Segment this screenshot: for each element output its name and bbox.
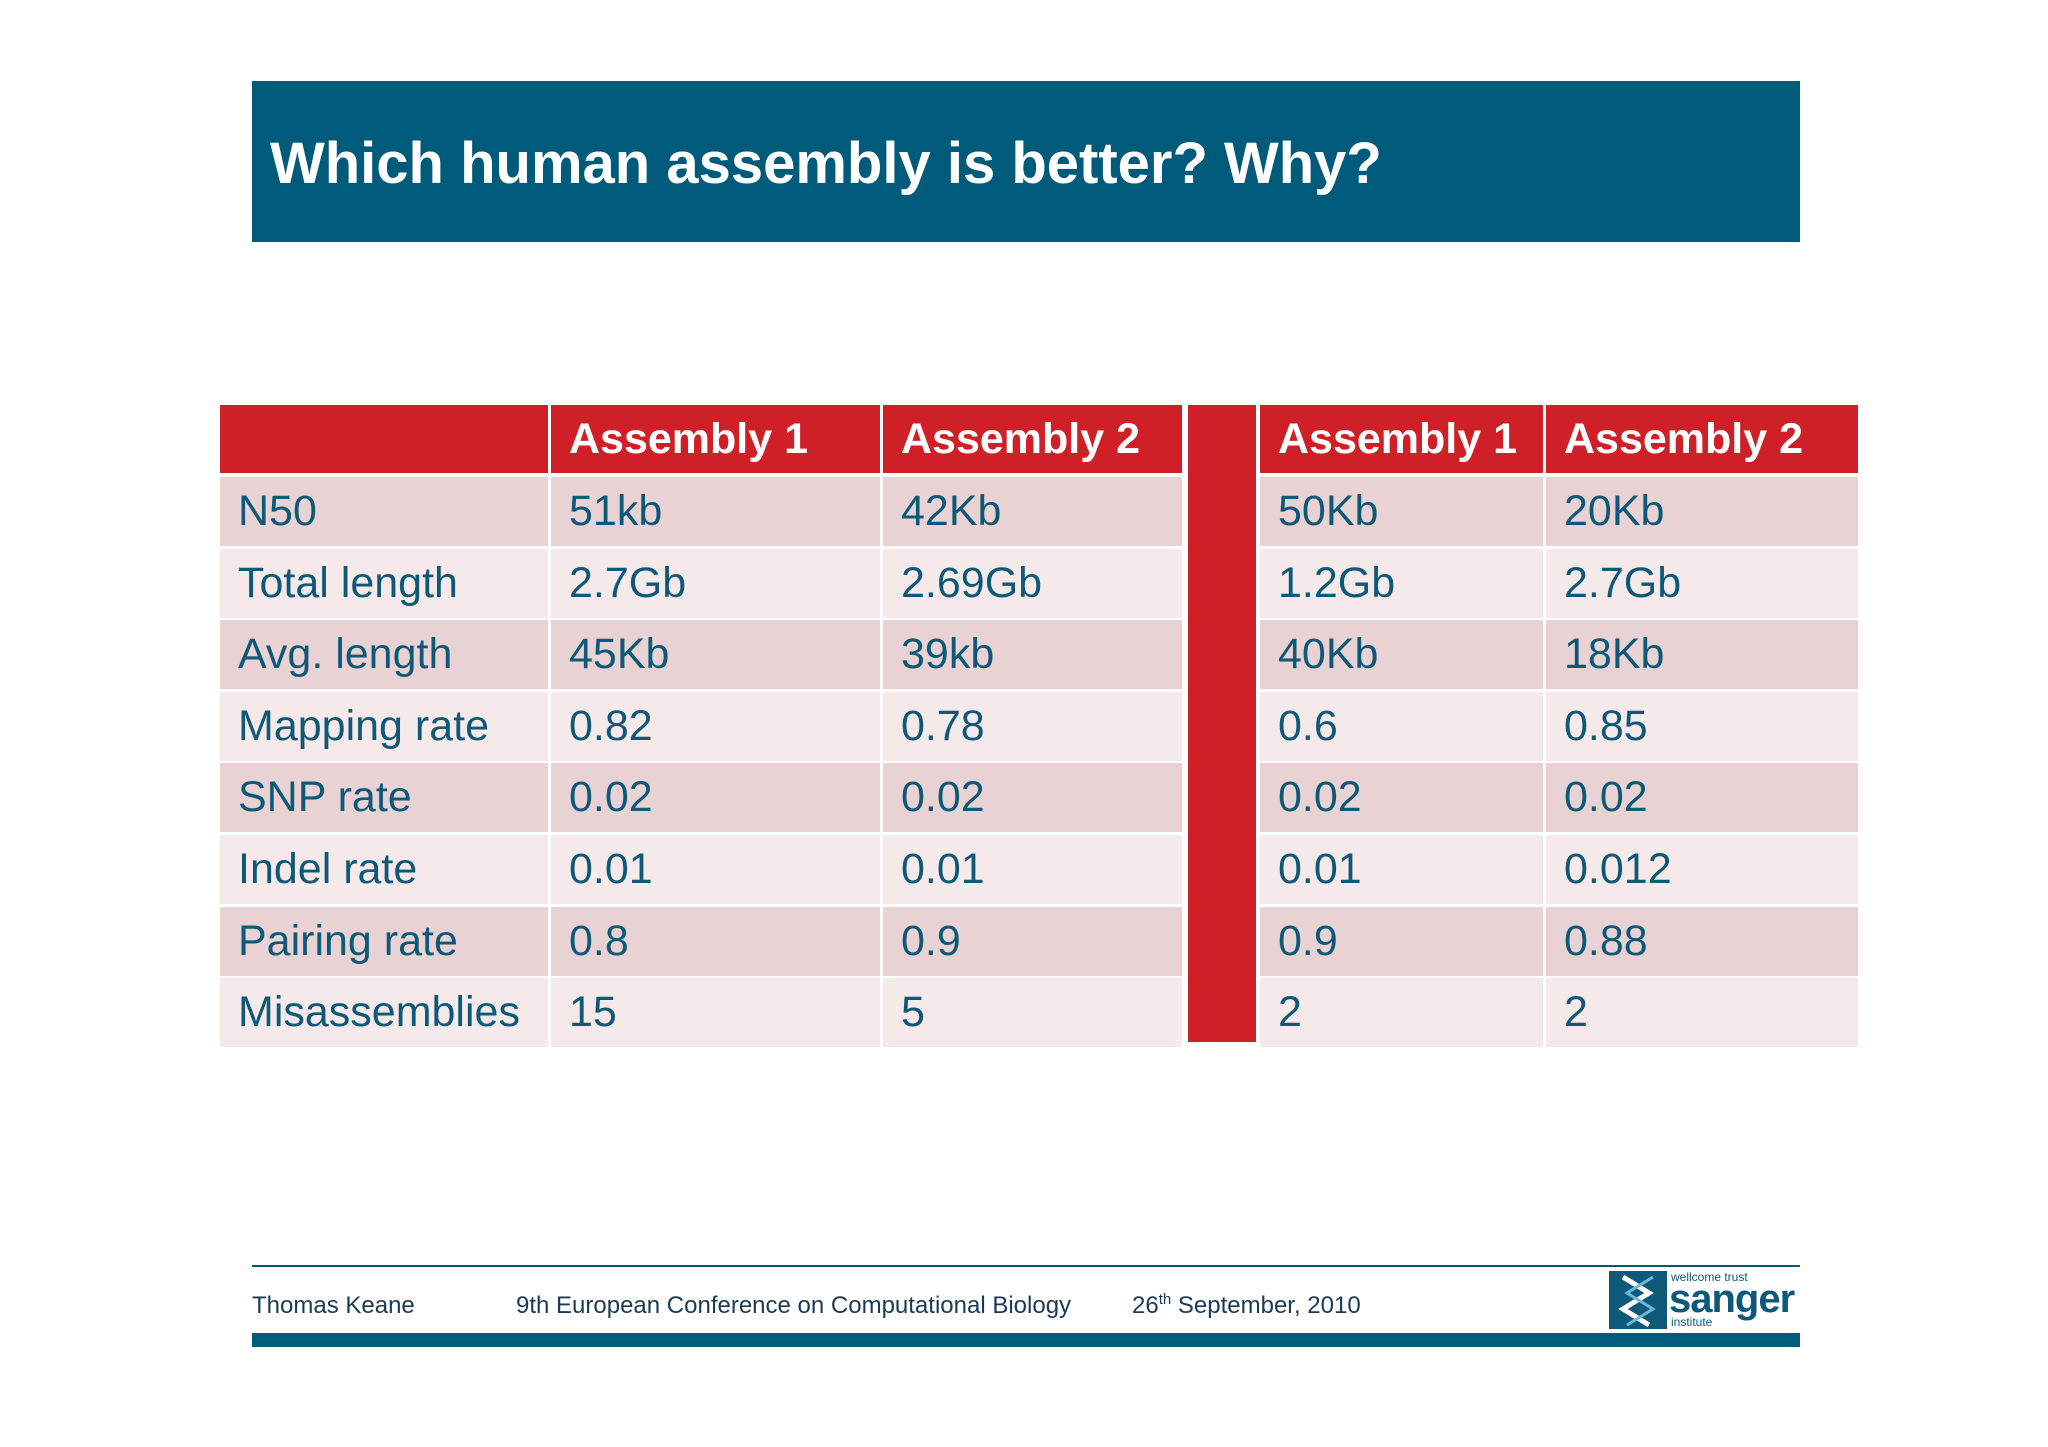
left-table-value-cell: 0.9 xyxy=(883,907,1182,976)
right-table-value-cell: 2 xyxy=(1546,978,1858,1047)
right-table-value-cell: 0.012 xyxy=(1546,835,1858,904)
footer-date-day: 26 xyxy=(1132,1292,1159,1319)
title-bar: Which human assembly is better? Why? xyxy=(252,81,1800,242)
left-table-value-cell: 45Kb xyxy=(551,620,880,689)
right-table-value-cell: 0.9 xyxy=(1260,907,1543,976)
right-table-value-cell: 0.85 xyxy=(1546,692,1858,761)
left-table-header-cell: Assembly 2 xyxy=(883,405,1182,473)
left-table-value-cell: 0.82 xyxy=(551,692,880,761)
left-table-value-cell: 15 xyxy=(551,978,880,1047)
row-label-cell: Mapping rate xyxy=(220,692,548,761)
logo-top-text: wellcome trust xyxy=(1671,1270,1748,1284)
right-table-value-cell: 40Kb xyxy=(1260,620,1543,689)
footer-date: 26th September, 2010 xyxy=(1132,1292,1361,1320)
footer-author: Thomas Keane xyxy=(252,1292,415,1319)
row-label-cell: N50 xyxy=(220,477,548,546)
right-table-value-cell: 0.01 xyxy=(1260,835,1543,904)
row-label-cell: Misassemblies xyxy=(220,978,548,1047)
logo-main-text: sanger xyxy=(1669,1277,1795,1321)
row-label-cell: Pairing rate xyxy=(220,907,548,976)
footer-date-suffix: th xyxy=(1158,1291,1172,1308)
footer-date-rest: September, 2010 xyxy=(1171,1292,1361,1319)
left-table-value-cell: 0.8 xyxy=(551,907,880,976)
right-table-value-cell: 2.7Gb xyxy=(1546,549,1858,618)
right-table-value-cell: 20Kb xyxy=(1546,477,1858,546)
right-table-value-cell: 1.2Gb xyxy=(1260,549,1543,618)
row-label-cell: Total length xyxy=(220,549,548,618)
right-table-value-cell: 50Kb xyxy=(1260,477,1543,546)
left-table-value-cell: 0.02 xyxy=(883,763,1182,832)
right-table-header-cell: Assembly 2 xyxy=(1546,405,1858,473)
sanger-logo: wellcome trust sanger institute xyxy=(1609,1271,1801,1329)
footer-bottom-bar xyxy=(252,1333,1800,1347)
right-table-value-cell: 0.6 xyxy=(1260,692,1543,761)
row-label-cell: SNP rate xyxy=(220,763,548,832)
right-table-value-cell: 18Kb xyxy=(1546,620,1858,689)
footer-conference: 9th European Conference on Computational… xyxy=(516,1292,1072,1319)
left-table-value-cell: 5 xyxy=(883,978,1182,1047)
right-table-value-cell: 2 xyxy=(1260,978,1543,1047)
right-table-header-cell: Assembly 1 xyxy=(1260,405,1543,473)
right-table-value-cell: 0.88 xyxy=(1546,907,1858,976)
left-table-value-cell: 51kb xyxy=(551,477,880,546)
left-table-value-cell: 42Kb xyxy=(883,477,1182,546)
dna-helix-icon xyxy=(1609,1271,1667,1329)
row-label-cell: Avg. length xyxy=(220,620,548,689)
row-label-cell: Indel rate xyxy=(220,835,548,904)
right-table-value-cell: 0.02 xyxy=(1546,763,1858,832)
table-divider xyxy=(1188,405,1256,1042)
right-table-value-cell: 0.02 xyxy=(1260,763,1543,832)
left-table-value-cell: 2.7Gb xyxy=(551,549,880,618)
left-table-value-cell: 0.01 xyxy=(551,835,880,904)
left-table-value-cell: 39kb xyxy=(883,620,1182,689)
left-table-header-cell: Assembly 1 xyxy=(551,405,880,473)
left-table-value-cell: 0.78 xyxy=(883,692,1182,761)
logo-bottom-text: institute xyxy=(1671,1315,1713,1329)
left-table-value-cell: 0.01 xyxy=(883,835,1182,904)
footer-top-rule xyxy=(252,1265,1800,1267)
left-table-header-cell xyxy=(220,405,548,473)
slide-title: Which human assembly is better? Why? xyxy=(270,131,1382,196)
left-table-value-cell: 2.69Gb xyxy=(883,549,1182,618)
left-table-value-cell: 0.02 xyxy=(551,763,880,832)
